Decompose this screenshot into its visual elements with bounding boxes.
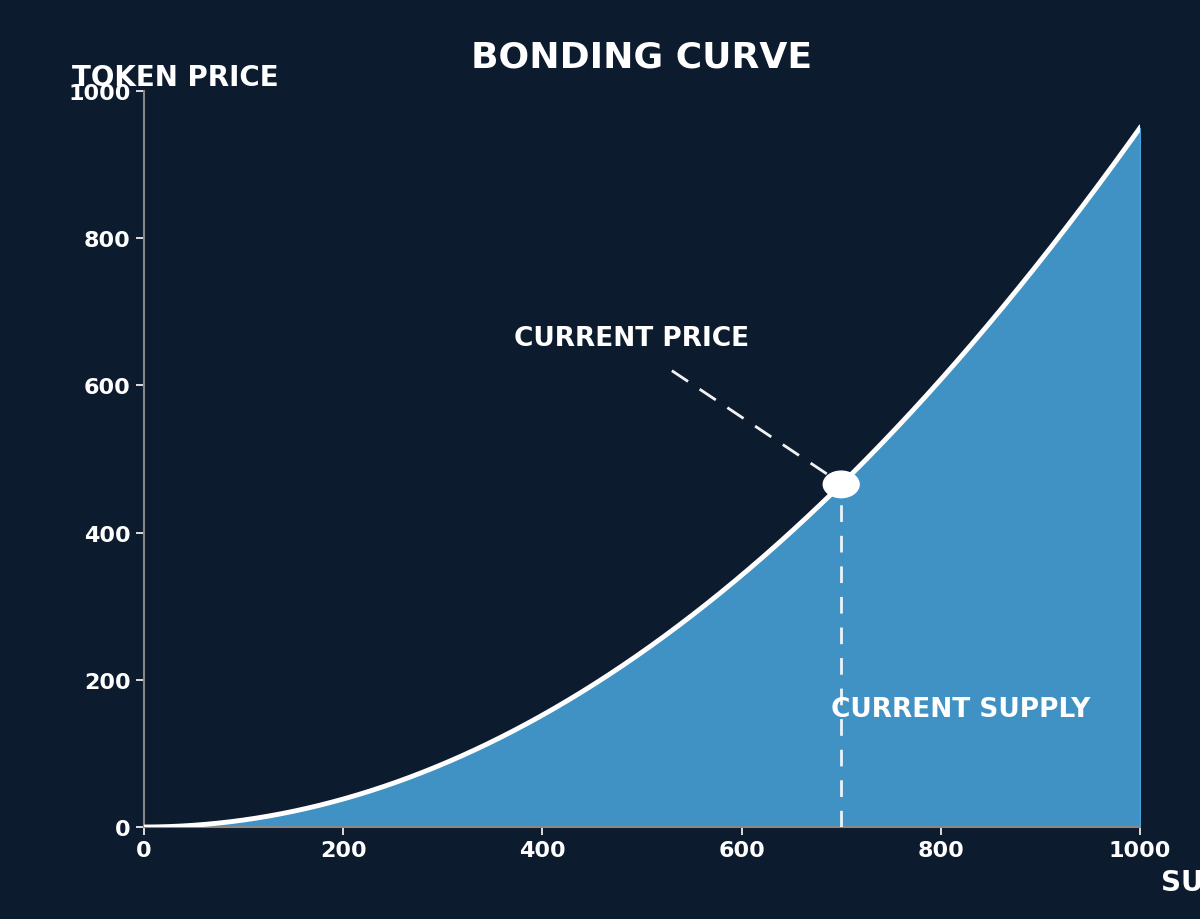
- Text: CURRENT PRICE: CURRENT PRICE: [515, 325, 750, 351]
- Title: BONDING CURVE: BONDING CURVE: [472, 40, 812, 74]
- Text: CURRENT SUPPLY: CURRENT SUPPLY: [832, 697, 1091, 722]
- Text: TOKEN PRICE: TOKEN PRICE: [72, 64, 278, 92]
- Text: SUPPLY: SUPPLY: [1162, 868, 1200, 896]
- Circle shape: [823, 471, 859, 498]
